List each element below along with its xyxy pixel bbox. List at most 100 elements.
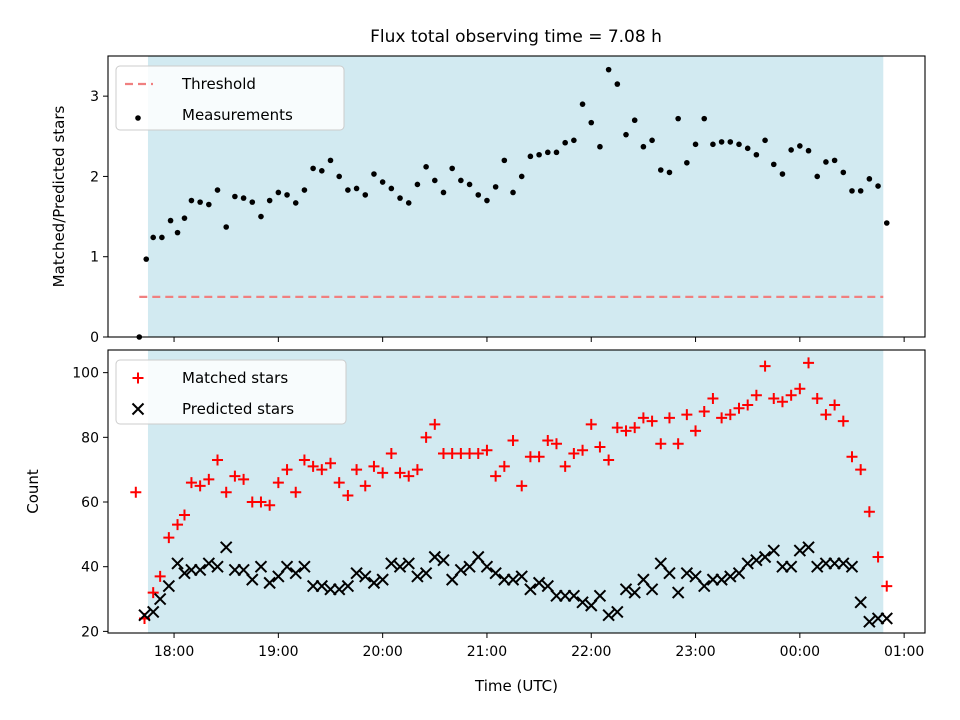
matched-point [655,438,667,450]
measurement-point [292,200,299,206]
matched-point [681,409,693,421]
matched-point [368,460,380,472]
matched-point [785,389,797,401]
predicted-point [315,579,329,593]
matched-point [829,399,841,411]
predicted-point [138,609,151,622]
predicted-point [741,557,754,570]
predicted-point [246,573,259,586]
matched-point [163,532,175,544]
predicted-point [854,596,867,609]
y-tick-label: 60 [81,495,99,511]
predicted-point [350,566,363,580]
predicted-point [784,560,798,573]
measurement-point [657,167,664,173]
predicted-point [811,560,824,573]
predicted-point [489,566,502,580]
measurement-point [167,217,174,224]
measurement-point [150,234,156,241]
predicted-point [463,560,476,573]
y-tick-label: 100 [72,366,99,382]
measurement-point [544,149,551,156]
predicted-point [153,592,167,606]
measurement-point [371,171,377,177]
measurement-point [666,169,673,176]
predicted-point [637,573,650,586]
matched-point [724,409,736,421]
measurement-point [319,168,325,174]
measurement-point [684,159,690,166]
predicted-point [402,557,415,570]
measurement-point [301,187,308,193]
legend-label: Measurements [182,106,293,124]
measurement-point [510,189,516,196]
predicted-point [359,570,372,583]
matched-point [716,412,728,424]
measurement-point [588,119,595,126]
matched-point [742,399,754,411]
matched-point [154,570,166,582]
measurement-point [631,117,638,124]
y-tick-label: 2 [90,169,99,185]
legend-predicted-swatch [131,402,145,416]
matched-point [298,454,310,466]
predicted-point [802,541,815,554]
legend-label: Predicted stars [182,400,294,418]
matched-point [147,587,159,599]
measurement-point [518,173,525,180]
predicted-point [219,541,233,554]
matched-point [568,447,580,459]
matched-point [281,464,293,476]
axes-frame [107,55,926,338]
predicted-point [715,573,728,586]
matched-point [837,415,849,427]
predicted-point [146,605,160,619]
matched-point [698,405,710,417]
predicted-point [280,560,294,573]
matched-point [307,460,319,472]
predicted-point [541,579,554,593]
matched-point [290,486,302,498]
matched-point [130,486,142,498]
measurement-point [623,131,629,138]
measurement-point [649,137,655,144]
measurement-point [159,234,165,241]
measurement-point [736,141,742,148]
matched-point [855,464,867,476]
measurement-point [362,192,369,198]
measurement-point [440,189,447,196]
legend-box [115,65,345,131]
predicted-point [567,589,581,603]
measurement-point [249,199,256,205]
predicted-point [524,583,537,596]
legend-matched-swatch [132,372,144,384]
predicted-point [506,573,520,586]
predicted-point [445,573,459,586]
matched-point [672,438,684,450]
measurement-point [753,151,760,158]
measurement-point [336,173,342,180]
predicted-point [367,576,381,590]
y-tick-label: 0 [90,330,99,346]
measurement-point [779,171,786,177]
predicted-point [645,583,659,596]
predicted-point [663,566,676,580]
axes-frame [107,349,926,634]
measurement-point [143,256,150,262]
predicted-point [419,566,433,580]
matched-point [759,360,771,372]
measurement-point [597,143,603,150]
y-axis-label: Matched/Predicted stars [50,106,68,288]
predicted-point [689,570,702,583]
matched-point [481,444,493,456]
measurement-point [188,197,195,204]
predicted-point [472,550,485,564]
measurement-point [397,195,403,201]
measurement-point [866,176,873,182]
predicted-point [193,563,207,577]
matched-point [794,383,806,395]
y-tick-label: 80 [81,430,99,446]
legend-box [115,359,347,425]
predicted-point [576,596,589,609]
